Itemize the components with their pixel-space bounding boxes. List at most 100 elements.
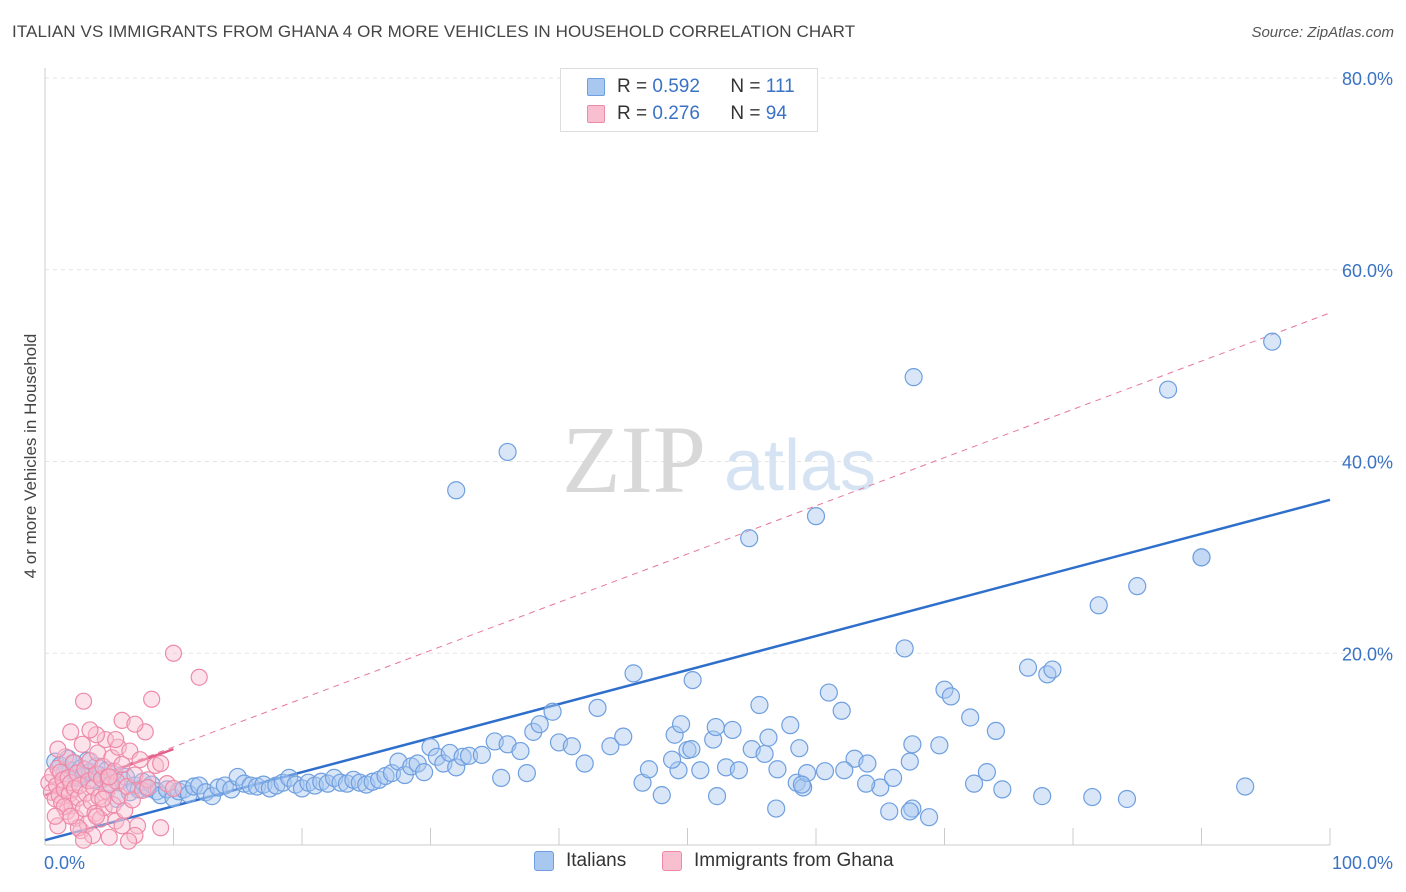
legend-swatch-ghana [587, 105, 605, 123]
point-italians [280, 768, 299, 787]
point-italians [964, 774, 984, 793]
point-italians [729, 761, 749, 780]
point-ghana [83, 826, 102, 845]
legend-label-ghana: Immigrants from Ghana [694, 850, 894, 871]
point-italians [682, 740, 701, 759]
point-ghana [74, 831, 93, 849]
point-italians [819, 683, 838, 702]
legend-swatch-italians [534, 851, 554, 871]
point-italians [671, 715, 691, 734]
legend-swatch-ghana [662, 851, 682, 871]
point-italians [903, 799, 922, 818]
point-ghana [164, 644, 183, 662]
point-italians [919, 808, 939, 827]
point-italians [683, 670, 702, 690]
point-italians [723, 720, 742, 740]
point-ghana [49, 740, 67, 758]
point-italians [941, 687, 961, 706]
y-axis-label: 4 or more Vehicles in Household [21, 334, 40, 579]
point-ghana [152, 754, 170, 773]
legend-row-ghana: R = 0.276 N = 94 [587, 102, 787, 126]
point-italians [832, 701, 851, 720]
point-italians [707, 787, 727, 806]
point-italians [530, 715, 549, 734]
legend-n-label: N = [730, 76, 761, 97]
x-tick-label: 100.0% [1332, 853, 1393, 873]
point-ghana [126, 766, 144, 784]
point-italians [930, 736, 949, 755]
watermark: ZIP atlas [562, 406, 876, 513]
point-italians [669, 761, 688, 780]
point-italians [459, 746, 479, 765]
point-ghana [113, 711, 131, 729]
stats-legend: R = 0.592 N = 111 R = 0.276 N = 94 [560, 68, 818, 132]
point-italians [858, 754, 877, 773]
point-italians [750, 695, 769, 715]
point-italians [903, 735, 922, 754]
point-italians [1158, 380, 1178, 399]
trend-line-ghana-dashed [44, 312, 1331, 796]
point-italians [835, 761, 854, 780]
point-italians [588, 698, 607, 717]
point-italians [190, 776, 209, 795]
point-italians [740, 529, 759, 548]
point-italians [517, 763, 536, 783]
point-ghana [94, 790, 112, 808]
legend-label-italians: Italians [566, 850, 627, 871]
point-ghana [107, 730, 125, 749]
point-italians [961, 708, 980, 727]
point-ghana [119, 832, 138, 850]
point-italians [895, 639, 914, 658]
point-italians [1263, 332, 1282, 351]
point-italians [543, 702, 562, 721]
legend-item-italians[interactable]: Italians [534, 850, 626, 872]
point-italians [614, 727, 633, 746]
point-italians [1018, 658, 1038, 677]
legend-r-label: R = [617, 76, 648, 97]
point-italians [691, 761, 710, 780]
point-ghana [49, 817, 67, 835]
point-italians [492, 768, 511, 787]
point-italians [986, 721, 1006, 741]
x-tick-label: 0.0% [44, 853, 85, 873]
point-italians [1033, 787, 1052, 806]
y-tick-label: 20.0% [1342, 644, 1393, 664]
point-italians [871, 778, 890, 797]
point-italians [857, 774, 876, 793]
point-italians [767, 799, 786, 818]
point-italians [806, 507, 826, 526]
point-italians [414, 763, 434, 782]
point-italians [1083, 787, 1102, 807]
point-ghana [126, 715, 144, 733]
point-ghana [152, 819, 170, 837]
point-italians [228, 767, 247, 787]
point-italians [1128, 577, 1147, 596]
legend-swatch-italians [587, 78, 605, 96]
point-ghana [100, 828, 118, 846]
chart-title: ITALIAN VS IMMIGRANTS FROM GHANA 4 OR MO… [12, 22, 856, 41]
point-ghana [103, 749, 121, 767]
point-italians [935, 680, 954, 699]
point-italians [421, 738, 440, 757]
point-italians [977, 763, 997, 782]
point-italians [781, 716, 800, 735]
legend-item-ghana[interactable]: Immigrants from Ghana [662, 850, 894, 872]
point-italians [900, 752, 919, 771]
point-ghana [87, 807, 106, 825]
point-italians [601, 737, 620, 756]
point-italians [797, 763, 817, 783]
y-tick-label: 80.0% [1342, 69, 1393, 89]
point-italians [815, 762, 835, 781]
point-italians [1043, 660, 1062, 679]
point-italians [624, 664, 643, 683]
point-italians [883, 768, 903, 787]
point-italians [453, 747, 472, 766]
point-italians [792, 775, 811, 794]
point-italians [904, 368, 923, 387]
point-italians [639, 760, 659, 779]
point-italians [755, 744, 774, 764]
point-ghana [81, 721, 99, 739]
legend-n-value: 111 [765, 76, 795, 97]
point-ghana [46, 807, 64, 825]
